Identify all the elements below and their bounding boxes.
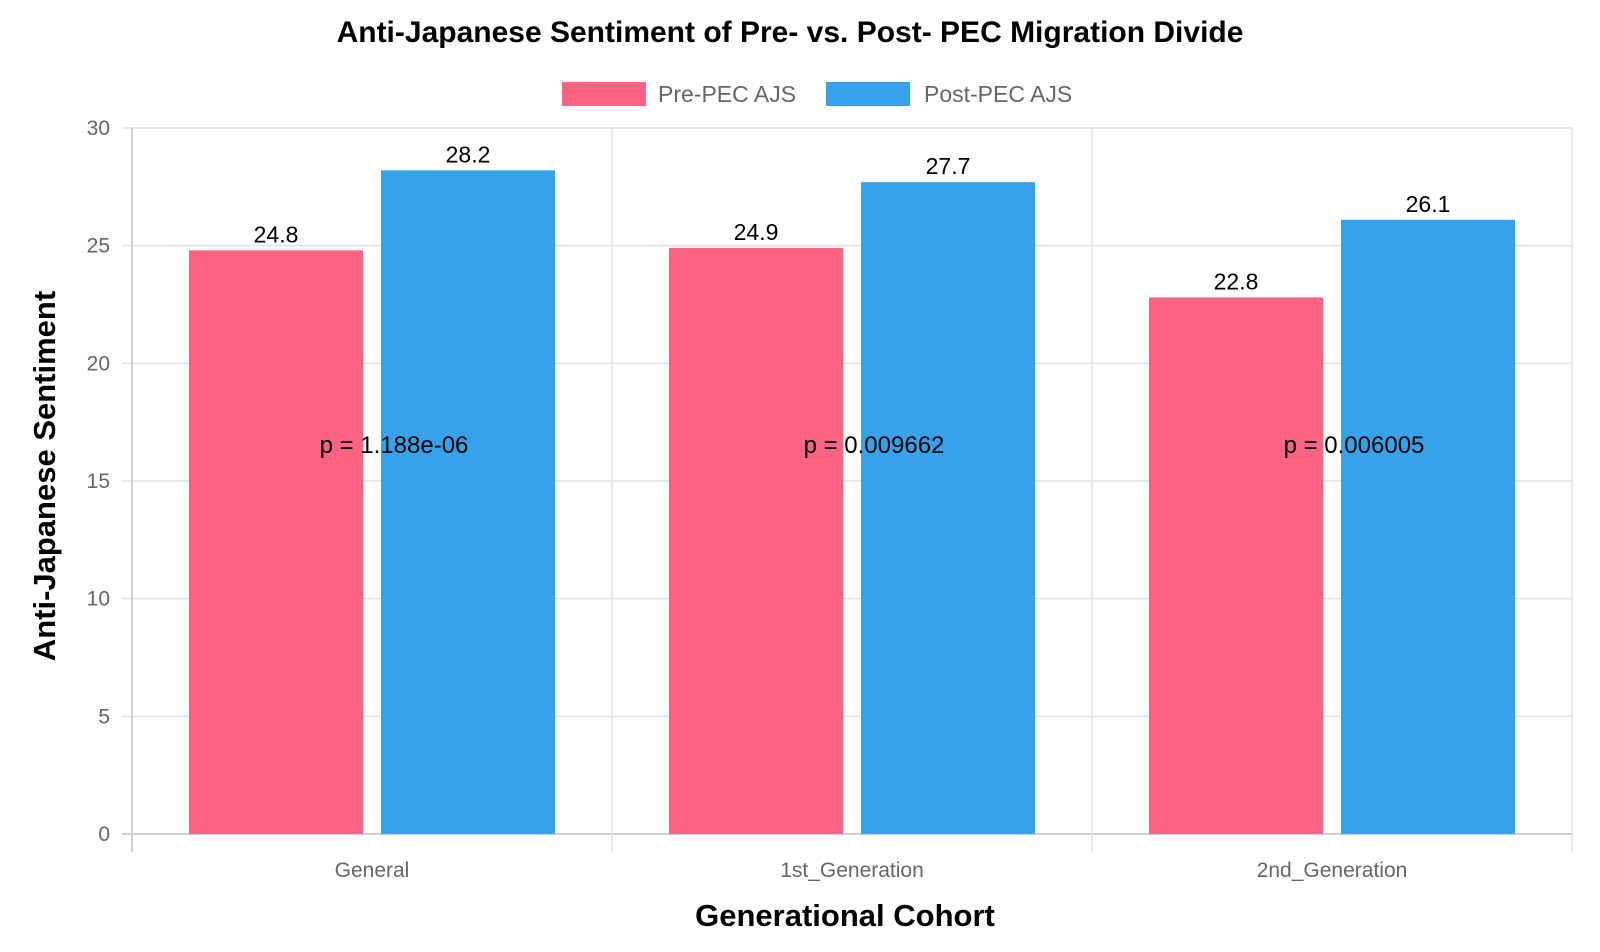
y-axis-title: Anti-Japanese Sentiment — [27, 291, 62, 661]
p-value-annotation: p = 1.188e-06 — [320, 432, 469, 459]
legend-swatch-2[interactable] — [826, 82, 910, 106]
x-axis-title: Generational Cohort — [695, 898, 995, 933]
x-tick-label: 1st_Generation — [780, 859, 924, 882]
legend-label-1[interactable]: Pre-PEC AJS — [658, 81, 796, 107]
data-label: 22.8 — [1214, 268, 1259, 294]
legend-swatch-1[interactable] — [562, 82, 646, 106]
bar-1st_Generation-pre[interactable] — [669, 248, 843, 834]
bar-1st_Generation-post[interactable] — [861, 182, 1035, 835]
y-tick-label: 25 — [87, 235, 110, 258]
y-tick-label: 5 — [98, 705, 110, 728]
y-tick-label: 15 — [87, 470, 110, 493]
x-axis-ticks: General 1st_Generation 2nd_Generation — [335, 859, 1408, 882]
legend-label-2[interactable]: Post-PEC AJS — [924, 81, 1072, 107]
data-label: 24.9 — [734, 219, 779, 245]
data-label: 28.2 — [446, 141, 491, 167]
bar-2nd_Generation-pre[interactable] — [1149, 297, 1323, 834]
y-tick-label: 20 — [87, 352, 110, 375]
p-value-annotation: p = 0.009662 — [804, 432, 945, 459]
x-tick-label: 2nd_Generation — [1257, 859, 1408, 882]
bar-General-post[interactable] — [381, 170, 555, 835]
data-label: 27.7 — [926, 153, 971, 179]
chart-title: Anti-Japanese Sentiment of Pre- vs. Post… — [337, 16, 1244, 49]
y-tick-label: 10 — [87, 588, 110, 611]
data-labels: 24.8 28.2 24.9 27.7 22.8 26.1 — [254, 141, 1451, 294]
data-label: 24.8 — [254, 221, 299, 247]
p-value-annotation: p = 0.006005 — [1284, 432, 1425, 459]
y-tick-label: 30 — [87, 117, 110, 140]
data-label: 26.1 — [1406, 191, 1451, 217]
annotations: p = 1.188e-06 p = 0.009662 p = 0.006005 — [320, 432, 1425, 459]
x-tick-label: General — [335, 859, 410, 882]
legend: Pre-PEC AJS Post-PEC AJS — [562, 81, 1072, 107]
grid-lines — [122, 127, 1573, 852]
bars — [189, 170, 1515, 835]
y-tick-label: 0 — [98, 823, 110, 846]
bar-2nd_Generation-post[interactable] — [1341, 219, 1515, 834]
y-axis-ticks: 0 5 10 15 20 25 30 — [87, 117, 110, 846]
bar-General-pre[interactable] — [189, 250, 363, 834]
